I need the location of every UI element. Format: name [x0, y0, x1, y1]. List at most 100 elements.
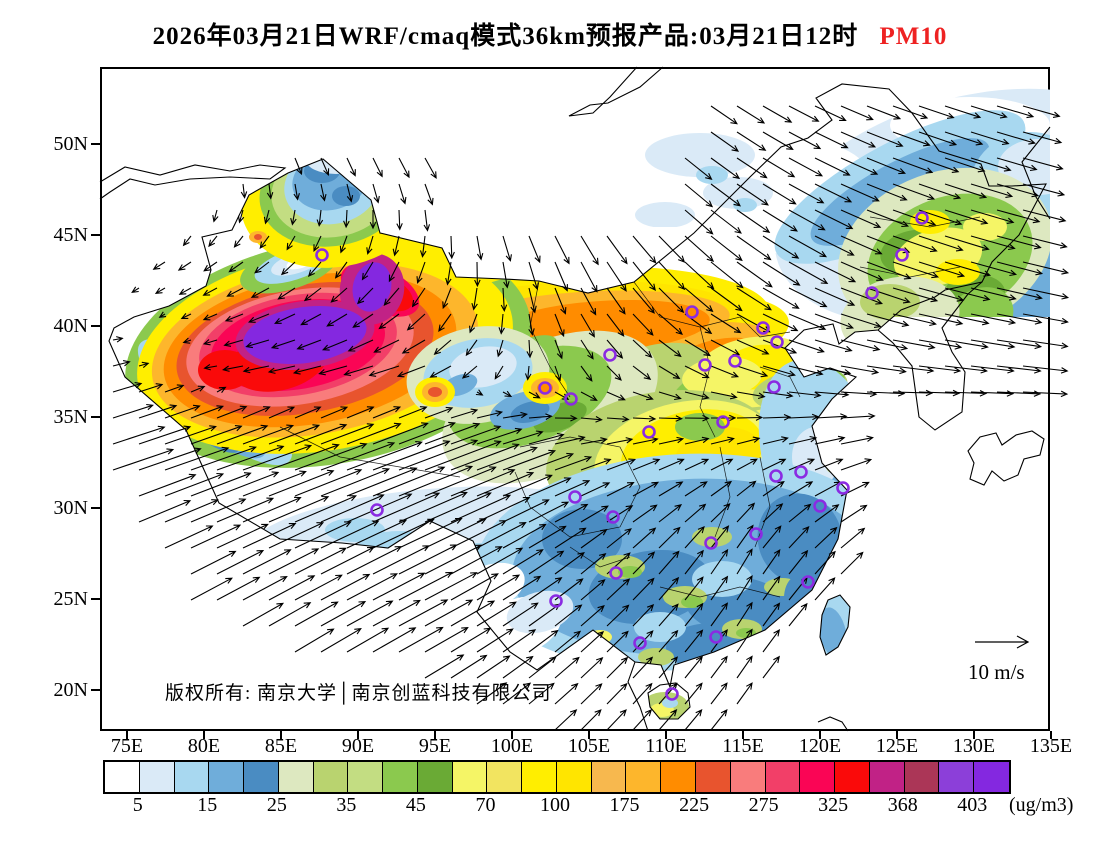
colorbar-segment [348, 762, 384, 792]
colorbar-value-label: 325 [818, 794, 849, 816]
colorbar-segment [869, 762, 905, 792]
colorbar-segment [939, 762, 975, 792]
lon-tick-label: 75E [110, 735, 144, 757]
colorbar-value-label: 25 [266, 794, 287, 816]
taiwan-coast [819, 594, 851, 656]
contour-region [1002, 250, 1050, 328]
station-circle [813, 499, 827, 513]
contour-region [506, 590, 574, 634]
lon-tick-mark [742, 731, 744, 739]
lon-tick-label: 95E [418, 735, 452, 757]
lat-tick-label: 35N [53, 406, 88, 428]
colorbar-segment [244, 762, 279, 792]
lon-tick-label: 105E [567, 735, 611, 757]
station-circle [769, 469, 783, 483]
station-circle [568, 490, 582, 504]
title-variable: PM10 [879, 23, 948, 50]
copyright-text: 版权所有: 南京大学│南京创蓝科技有限公司 [165, 683, 552, 704]
lat-tick-mark [91, 143, 100, 145]
station-circle [603, 348, 617, 362]
colorbar-segment [800, 762, 836, 792]
wind-reference: 10 m/s [968, 635, 1030, 684]
lon-tick-mark [819, 731, 821, 739]
colorbar-segment [765, 762, 801, 792]
station-circle [801, 575, 815, 589]
lat-tick-mark [91, 325, 100, 327]
station-circle [704, 536, 718, 550]
contour-region [936, 259, 980, 285]
contour-region [325, 518, 385, 542]
station-circle [794, 465, 808, 479]
contour-region [635, 202, 695, 228]
station-markers [315, 211, 929, 701]
korea-coast [877, 281, 983, 431]
lat-tick-mark [91, 689, 100, 691]
contour-region [332, 186, 360, 206]
station-circle [549, 594, 563, 608]
station-circle [685, 305, 699, 319]
colorbar [103, 760, 1011, 794]
wind-reference-label: 10 m/s [968, 660, 1025, 684]
title-text: 2026年03月21日WRF/cmaq模式36km预报产品:03月21日12时 [152, 23, 859, 50]
contour-region [634, 612, 686, 642]
colorbar-value-label: 45 [405, 794, 426, 816]
lon-tick-mark [588, 731, 590, 739]
contour-region [254, 234, 262, 240]
contour-region [428, 387, 442, 397]
colorbar-value-label: 100 [540, 794, 570, 816]
wind-reference-arrow-icon [975, 635, 1030, 649]
lat-tick-mark [91, 234, 100, 236]
lon-tick-mark [1050, 731, 1052, 739]
province-line [659, 586, 781, 598]
station-circle [538, 381, 552, 395]
contour-region [703, 177, 773, 209]
province-line [633, 281, 791, 338]
lon-tick-label: 120E [798, 735, 842, 757]
lon-tick-label: 115E [722, 735, 764, 757]
colorbar-unit-label: (ug/m3) [1009, 794, 1074, 816]
pm10-field [125, 88, 1050, 719]
colorbar-segment [522, 762, 557, 792]
lon-tick-mark [203, 731, 205, 739]
lat-tick-mark [91, 416, 100, 418]
contour-region [319, 144, 359, 160]
colorbar-value-label: 15 [197, 794, 218, 816]
station-circle [836, 481, 850, 495]
lat-tick-label: 25N [53, 588, 88, 610]
colorbar-segment [383, 762, 418, 792]
lon-tick-label: 135E [1029, 735, 1073, 757]
station-circle [756, 321, 770, 335]
lat-tick-mark [91, 598, 100, 600]
hainan-coast [647, 682, 691, 720]
colorbar-value-label: 275 [748, 794, 779, 816]
lon-tick-label: 100E [490, 735, 534, 757]
station-circle [315, 248, 329, 262]
station-circle [370, 503, 384, 517]
colorbar-segment [626, 762, 662, 792]
contour-region [736, 628, 756, 638]
province-line [859, 266, 961, 278]
colorbar-segment [313, 762, 349, 792]
figure-title: 2026年03月21日WRF/cmaq模式36km预报产品:03月21日12时 … [0, 16, 1100, 52]
lon-tick-label: 110E [645, 735, 687, 757]
colorbar-value-label: 368 [887, 794, 918, 816]
lon-tick-mark [434, 731, 436, 739]
contour-region [963, 213, 1007, 241]
station-circle [698, 358, 712, 372]
lon-tick-mark [896, 731, 898, 739]
balkhash-outline [99, 164, 287, 200]
province-line [699, 326, 716, 438]
station-circle [665, 687, 679, 701]
lon-tick-mark [973, 731, 975, 739]
station-circle [633, 636, 647, 650]
contour-region [860, 284, 920, 320]
lon-tick-mark [357, 731, 359, 739]
lon-tick-mark [665, 731, 667, 739]
colorbar-segment [487, 762, 523, 792]
wind-arrow-set [112, 105, 1070, 731]
province-borders [279, 216, 981, 598]
province-line [754, 456, 771, 548]
contour-region [675, 413, 725, 441]
colorbar-value-label: 225 [679, 794, 710, 816]
